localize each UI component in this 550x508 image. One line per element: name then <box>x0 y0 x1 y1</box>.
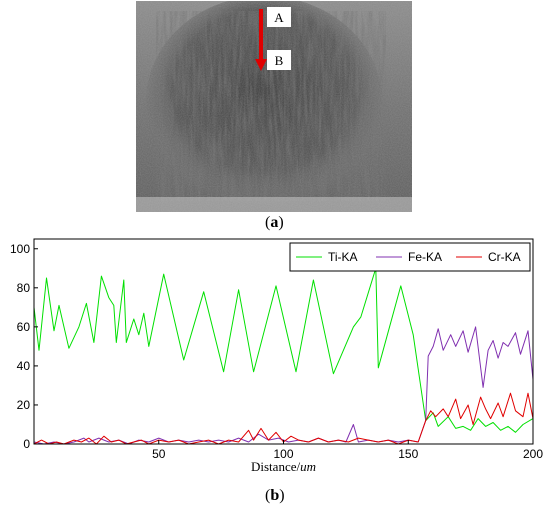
y-tick-label: 20 <box>17 398 31 412</box>
line-scan-arrow-head <box>255 59 267 71</box>
micrograph-edge <box>136 197 412 212</box>
sem-micrograph: A B <box>136 1 412 212</box>
micrograph-grain <box>136 1 412 212</box>
legend-label: Fe-KA <box>408 250 442 264</box>
eds-line-scan-chart: 0 20 40 60 80 100 50 100 150 200 Ti-KA Fe-KA Cr-KA … <box>0 234 550 488</box>
x-axis-title: Distance/um <box>251 459 316 474</box>
legend-label: Cr-KA <box>488 250 521 264</box>
legend-box <box>289 242 531 272</box>
series-line-fe-ka <box>33 326 534 445</box>
legend: Ti-KA Fe-KA Cr-KA <box>289 242 531 272</box>
y-tick-label: 80 <box>17 281 31 295</box>
panel-letter-b: b <box>270 487 280 504</box>
series-line-ti-ka <box>33 267 534 433</box>
x-axis-title-text: Distance/ <box>251 459 300 474</box>
x-tick-label: 200 <box>523 447 543 461</box>
marker-b-box <box>267 50 291 70</box>
y-tick-label: 0 <box>23 437 30 451</box>
marker-b: B <box>275 53 284 68</box>
legend-label: Ti-KA <box>328 250 358 264</box>
x-tick-label: 50 <box>152 447 166 461</box>
panel-label-b: (b) <box>265 487 285 504</box>
micrograph-image: A B <box>136 1 412 212</box>
micrograph-markers: A B <box>255 7 291 71</box>
y-tick-label: 60 <box>17 320 31 334</box>
x-tick-label: 100 <box>273 447 293 461</box>
x-tick-label: 150 <box>398 447 418 461</box>
y-tick-label: 40 <box>17 359 31 373</box>
panel-letter-a: a <box>270 214 279 231</box>
x-axis-title-unit: um <box>300 459 316 474</box>
panel-label-a: (a) <box>265 214 284 231</box>
marker-a-box <box>267 7 291 27</box>
marker-a: A <box>274 10 284 25</box>
y-tick-label: 100 <box>10 242 30 256</box>
series-line-cr-ka <box>33 392 534 445</box>
